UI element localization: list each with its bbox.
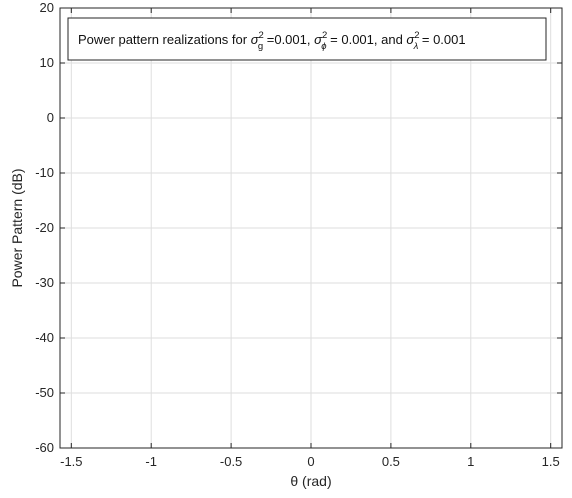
y-tick-label: -30 <box>35 275 54 290</box>
y-tick-label: -60 <box>35 440 54 455</box>
y-tick-label: 10 <box>40 55 54 70</box>
y-tick-label: -50 <box>35 385 54 400</box>
y-tick-label: -10 <box>35 165 54 180</box>
y-tick-labels: 20 10 0 -10 -20 -30 -40 -50 -60 <box>35 0 54 455</box>
y-tick-label: 0 <box>47 110 54 125</box>
annotation-text: Power pattern realizations for σ2 g =0.00… <box>78 30 466 52</box>
x-tick-label: -1.5 <box>60 454 82 469</box>
x-tick-label: 0.5 <box>382 454 400 469</box>
x-tick-label: -0.5 <box>220 454 242 469</box>
y-tick-label: -40 <box>35 330 54 345</box>
x-tick-labels: -1.5 -1 -0.5 0 0.5 1 1.5 <box>60 454 560 469</box>
y-axis-label: Power Pattern (dB) <box>9 168 25 287</box>
x-axis-label: θ (rad) <box>290 473 331 489</box>
x-tick-label: 0 <box>307 454 314 469</box>
x-tick-label: 1.5 <box>542 454 560 469</box>
y-tick-label: 20 <box>40 0 54 15</box>
x-tick-label: 1 <box>467 454 474 469</box>
grid-lines <box>60 7 562 449</box>
y-tick-label: -20 <box>35 220 54 235</box>
x-tick-label: -1 <box>145 454 157 469</box>
tick-marks <box>60 7 562 449</box>
annotation-box: Power pattern realizations for σ2 g =0.00… <box>67 17 547 61</box>
